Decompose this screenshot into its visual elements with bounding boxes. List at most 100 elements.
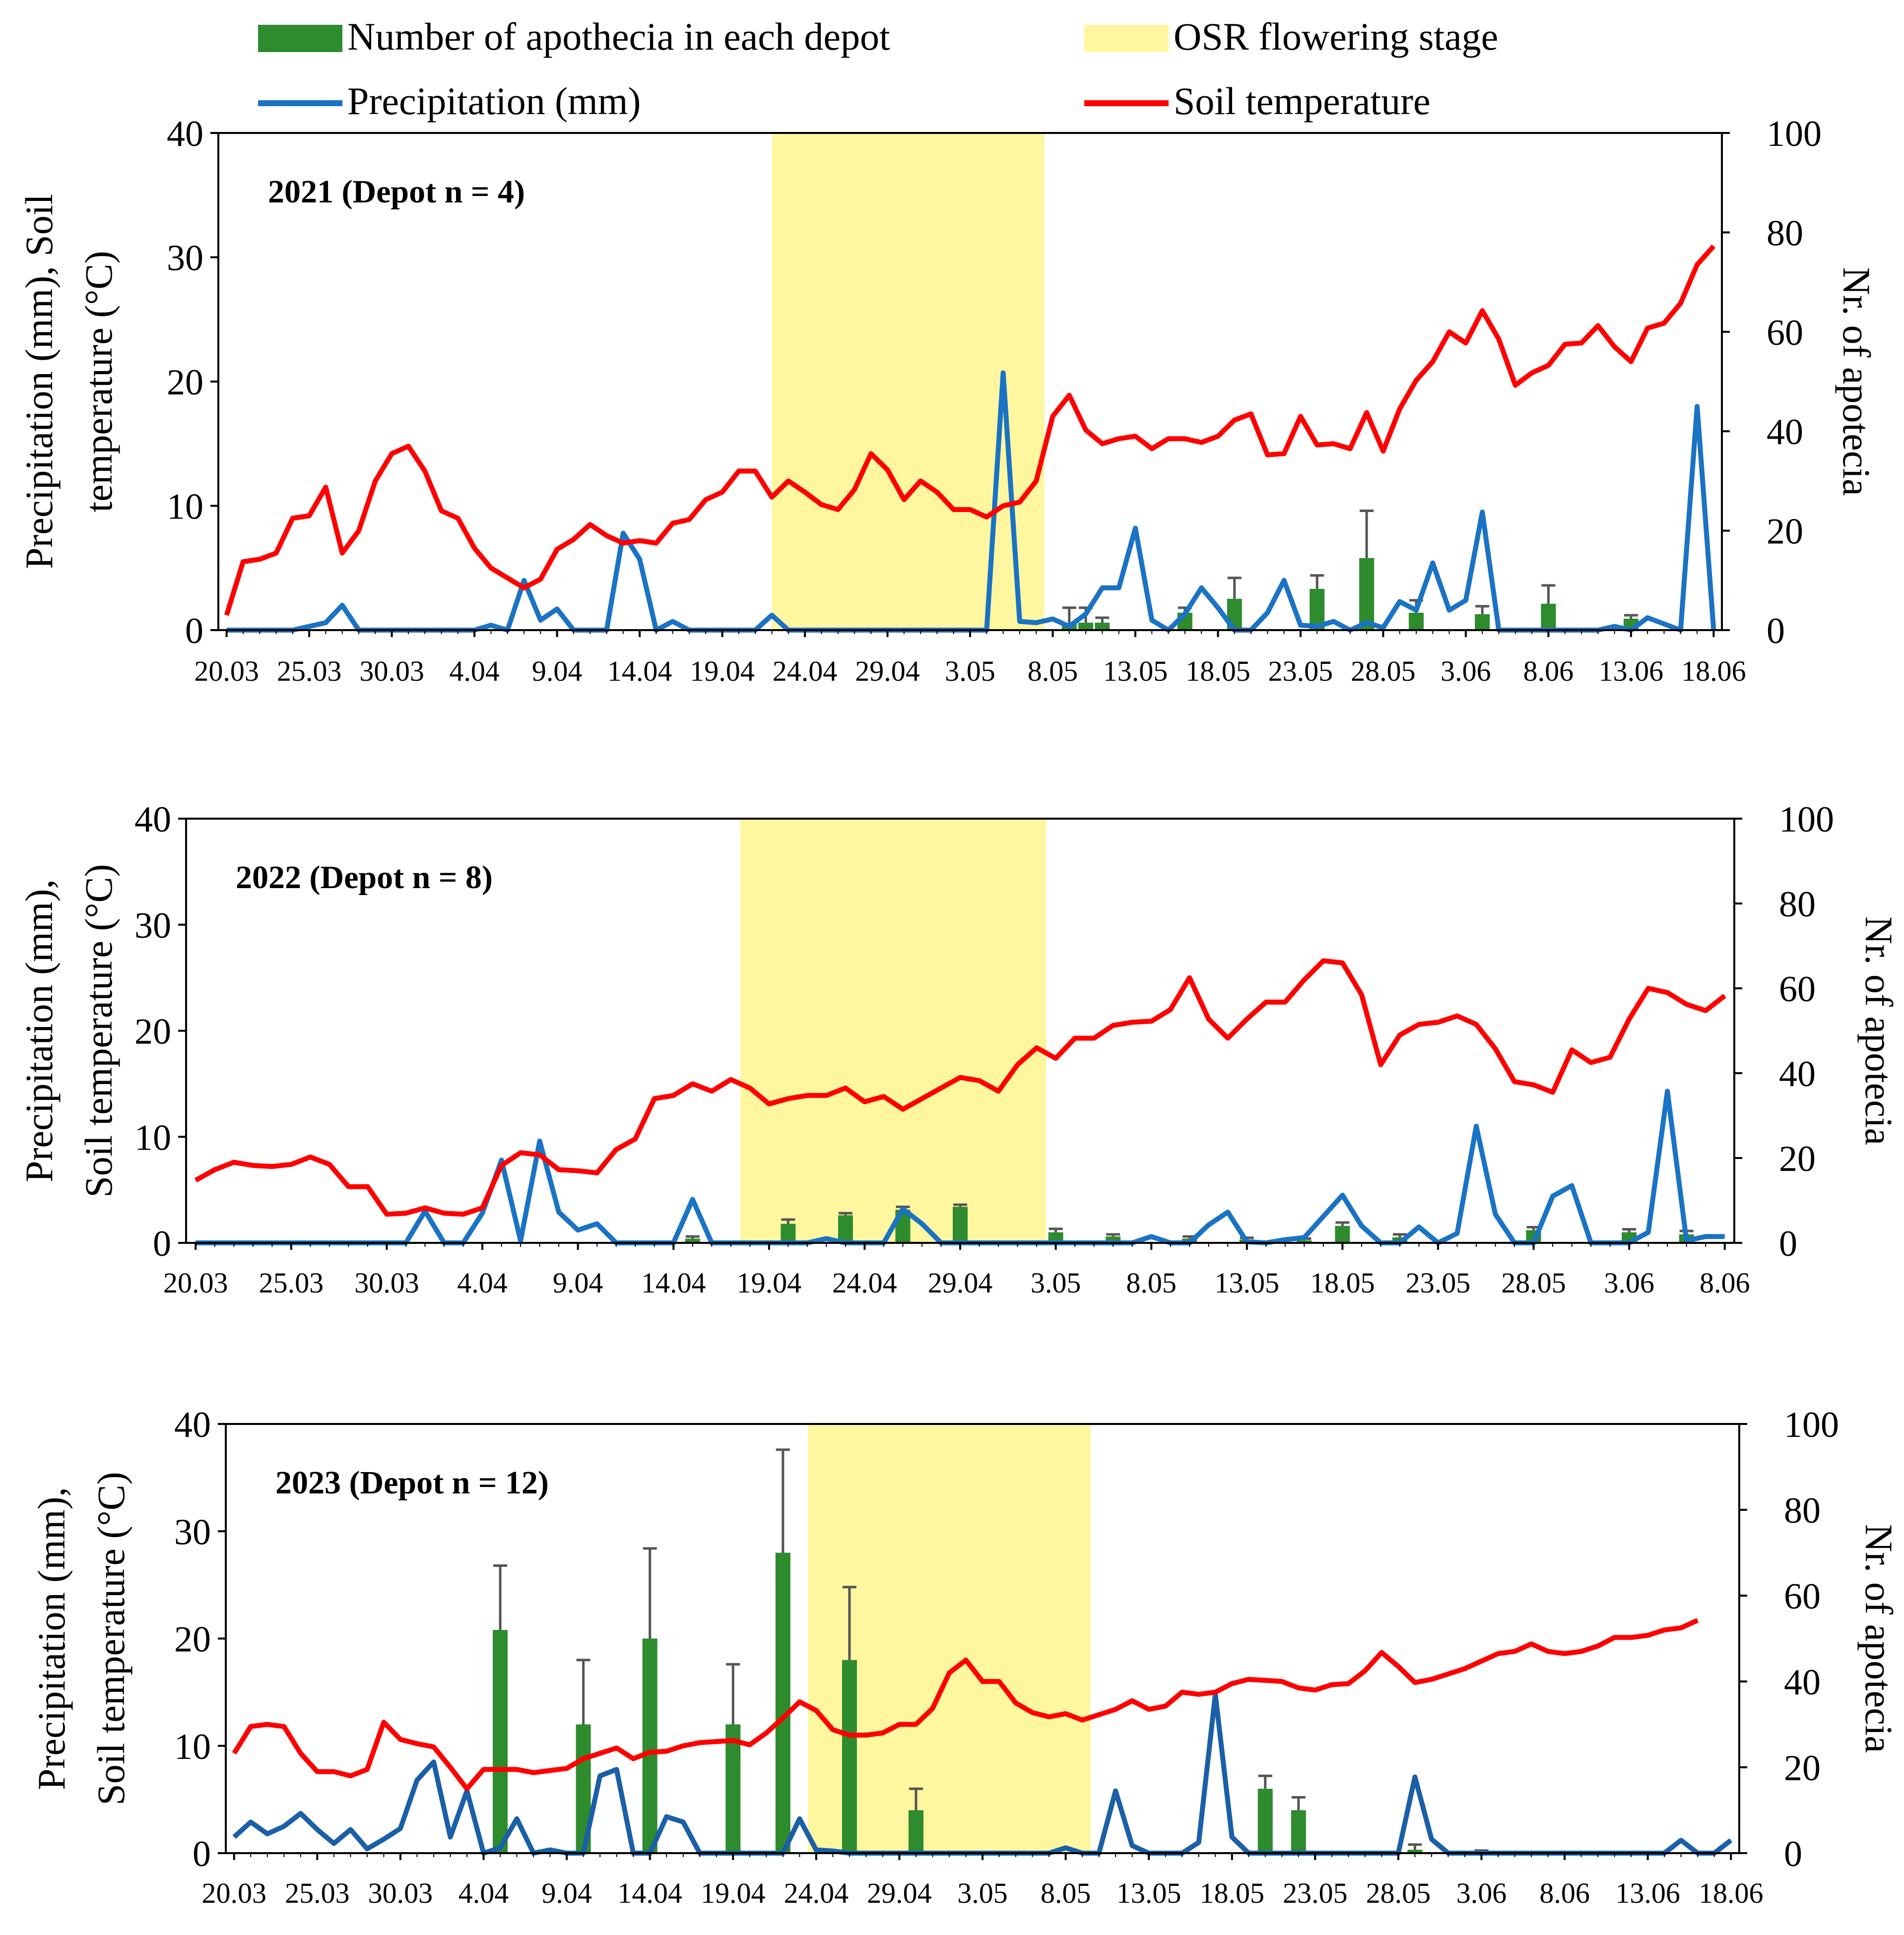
legend-label-3: Soil temperature	[1174, 79, 1431, 123]
x-tick-label: 8.05	[1126, 1267, 1177, 1299]
soil-temperature-line	[194, 958, 1726, 1217]
x-tick-label: 4.04	[457, 1267, 508, 1299]
x-tick-label: 8.05	[1041, 1877, 1091, 1909]
apothecia-bar	[493, 1630, 508, 1853]
left-tick-label: 40	[134, 799, 171, 840]
x-tick-label: 23.05	[1268, 655, 1333, 687]
x-tick-label: 28.05	[1351, 655, 1416, 687]
x-tick-label: 29.04	[928, 1267, 993, 1299]
x-tick-label: 25.03	[285, 1877, 350, 1909]
apothecia-bar	[953, 1207, 968, 1243]
apothecia-bar	[1541, 603, 1556, 630]
x-tick-label: 8.05	[1028, 655, 1078, 687]
x-tick-label: 30.03	[368, 1877, 433, 1909]
chart-panel-2: 0 10 20 30 40 0 20 40 60 80 100 20.03 25.03 30.03 4.04…	[30, 1405, 1901, 1909]
x-tick-label: 14.04	[641, 1267, 706, 1299]
left-tick-label: 10	[167, 487, 203, 527]
left-tick-label: 30	[167, 238, 203, 279]
y-axis-label-left: Precipitation (mm), Soil	[17, 194, 61, 569]
flowering-band	[740, 819, 1047, 1243]
x-tick-label: 8.06	[1523, 655, 1574, 687]
x-tick-label: 20.03	[194, 655, 259, 687]
apothecia-bar	[908, 1810, 923, 1853]
y-axis-label-left: Soil temperature (°C)	[89, 1472, 132, 1805]
left-tick-label: 20	[134, 1012, 171, 1052]
left-tick-label: 20	[167, 362, 203, 403]
panels: 0 10 20 30 40 0 20 40 60 80 100 20.03 25.03 30.03 4.04…	[17, 114, 1901, 1909]
right-tick-label: 0	[1767, 611, 1785, 651]
x-tick-label: 24.04	[773, 655, 838, 687]
legend-swatch-0	[258, 25, 342, 52]
soil-temperature-line	[224, 244, 1716, 616]
x-tick-label: 4.04	[459, 1877, 509, 1909]
apothecia-bar	[685, 1238, 700, 1243]
x-tick-label: 4.04	[449, 655, 500, 687]
x-tick-label: 13.05	[1215, 1267, 1280, 1299]
x-tick-label: 25.03	[277, 655, 342, 687]
left-tick-label: 0	[193, 1834, 211, 1874]
apothecia-bar	[1095, 622, 1110, 630]
legend-item-2: Precipitation (mm)	[258, 79, 641, 123]
apothecia-bar	[1475, 614, 1490, 630]
x-tick-label: 19.04	[690, 655, 755, 687]
x-tick-label: 3.05	[1031, 1267, 1081, 1299]
left-tick-label: 40	[174, 1405, 211, 1445]
apothecia-bar	[1257, 1789, 1273, 1853]
apothecia-bar	[1409, 612, 1424, 630]
legend: Number of apothecia in each depot OSR flo…	[258, 15, 1498, 123]
x-tick-label: 9.04	[532, 655, 583, 687]
x-tick-label: 25.03	[259, 1267, 324, 1299]
right-tick-label: 40	[1779, 1054, 1816, 1095]
right-tick-label: 20	[1784, 1748, 1821, 1789]
right-tick-label: 60	[1767, 313, 1803, 353]
x-tick-label: 3.06	[1456, 1877, 1507, 1909]
left-tick-label: 20	[174, 1619, 211, 1660]
left-tick-label: 0	[153, 1224, 171, 1264]
right-tick-label: 20	[1767, 512, 1803, 552]
panel-title: 2023 (Depot n = 12)	[275, 1465, 549, 1501]
apothecia-bar	[1407, 1850, 1423, 1853]
right-tick-label: 40	[1767, 412, 1803, 452]
y-axis-label-right: Nr. of apotecia	[1857, 916, 1901, 1145]
left-tick-label: 30	[134, 905, 171, 946]
x-tick-label: 19.04	[701, 1877, 766, 1909]
x-tick-label: 18.05	[1310, 1267, 1375, 1299]
x-tick-label: 14.04	[617, 1877, 682, 1909]
chart-panel-1: 0 10 20 30 40 0 20 40 60 80 100 20.03 25.03 30.03 4.04…	[17, 799, 1901, 1299]
x-tick-label: 13.06	[1599, 655, 1664, 687]
x-tick-label: 18.06	[1699, 1877, 1764, 1909]
apothecia-bar	[1291, 1810, 1306, 1853]
apothecia-bar	[1048, 1232, 1063, 1243]
x-tick-label: 30.03	[354, 1267, 419, 1299]
x-tick-label: 20.03	[202, 1877, 267, 1909]
apothecia-bar	[642, 1638, 657, 1853]
right-tick-label: 100	[1784, 1405, 1839, 1445]
apothecia-bar	[1359, 558, 1375, 630]
x-tick-label: 13.05	[1103, 655, 1168, 687]
y-axis-label-left: Precipitation (mm),	[17, 879, 61, 1182]
left-tick-label: 40	[167, 114, 203, 154]
apothecia-bar	[838, 1215, 853, 1243]
x-tick-label: 28.05	[1366, 1877, 1431, 1909]
x-tick-label: 20.03	[163, 1267, 228, 1299]
x-tick-label: 24.04	[832, 1267, 897, 1299]
x-tick-label: 23.05	[1406, 1267, 1471, 1299]
legend-item-0: Number of apothecia in each depot	[258, 15, 890, 58]
x-tick-label: 13.06	[1615, 1877, 1680, 1909]
legend-label-0: Number of apothecia in each depot	[347, 15, 890, 58]
x-tick-label: 9.04	[541, 1877, 592, 1909]
right-tick-label: 60	[1779, 969, 1816, 1010]
right-tick-label: 100	[1767, 114, 1822, 154]
right-tick-label: 40	[1784, 1662, 1821, 1703]
x-tick-label: 8.06	[1539, 1877, 1590, 1909]
left-tick-label: 0	[185, 611, 203, 651]
x-tick-label: 24.04	[784, 1877, 849, 1909]
left-tick-label: 30	[174, 1512, 211, 1552]
y-axis-label-left: Precipitation (mm),	[30, 1487, 73, 1790]
x-tick-label: 3.06	[1441, 655, 1491, 687]
right-tick-label: 80	[1784, 1490, 1821, 1531]
legend-label-2: Precipitation (mm)	[347, 79, 641, 123]
apothecia-bar	[1335, 1226, 1350, 1243]
